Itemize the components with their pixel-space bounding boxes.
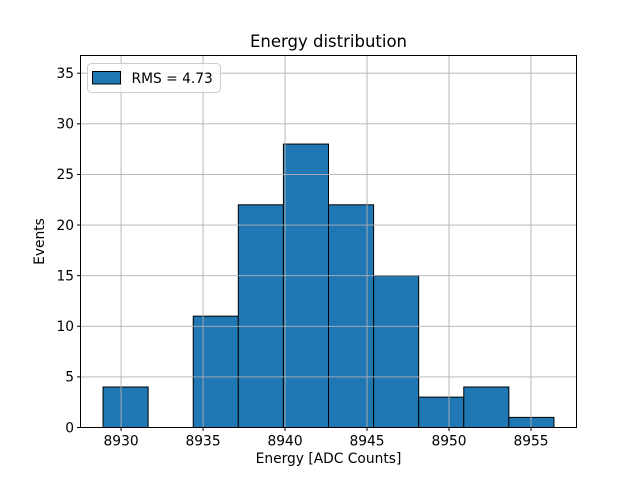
legend-label: RMS = 4.73 xyxy=(132,71,213,87)
x-tick-label: 8935 xyxy=(186,434,221,450)
x-tick-label: 8940 xyxy=(267,434,302,450)
x-tick-label: 8945 xyxy=(349,434,384,450)
plot-frame xyxy=(80,55,577,428)
legend-box xyxy=(87,63,221,93)
legend: RMS = 4.73 xyxy=(87,63,221,93)
y-tick-label: 25 xyxy=(56,167,74,183)
histogram-bar xyxy=(463,386,510,429)
y-tick-label: 10 xyxy=(56,319,74,335)
histogram-bar xyxy=(328,204,375,428)
y-tick-label: 5 xyxy=(65,370,74,386)
x-axis-label: Energy [ADC Counts] xyxy=(256,451,402,467)
y-tick-labels: 0 5 10 15 20 25 30 35 xyxy=(56,66,74,436)
y-tick-label: 20 xyxy=(56,218,74,234)
x-tick-label: 8955 xyxy=(513,434,548,450)
histogram-bars xyxy=(102,143,555,429)
y-tick-label: 35 xyxy=(56,66,74,82)
axis-ticks xyxy=(77,72,532,431)
x-tick-label: 8950 xyxy=(431,434,466,450)
y-tick-label: 30 xyxy=(56,117,74,133)
histogram-bar xyxy=(237,204,284,428)
histogram-bar xyxy=(102,386,149,429)
y-tick-label: 15 xyxy=(56,268,74,284)
histogram-bar xyxy=(282,143,330,428)
x-tick-labels: 8930 8935 8940 8945 8950 8955 xyxy=(104,434,549,450)
histogram-bar xyxy=(192,315,239,428)
y-tick-label: 0 xyxy=(65,420,74,436)
y-axis-label: Events xyxy=(32,218,48,265)
x-tick-label: 8930 xyxy=(104,434,139,450)
legend-swatch xyxy=(92,71,121,85)
histogram-bar xyxy=(373,275,420,428)
histogram-bar xyxy=(418,396,465,429)
chart-title: Energy distribution xyxy=(250,32,407,51)
